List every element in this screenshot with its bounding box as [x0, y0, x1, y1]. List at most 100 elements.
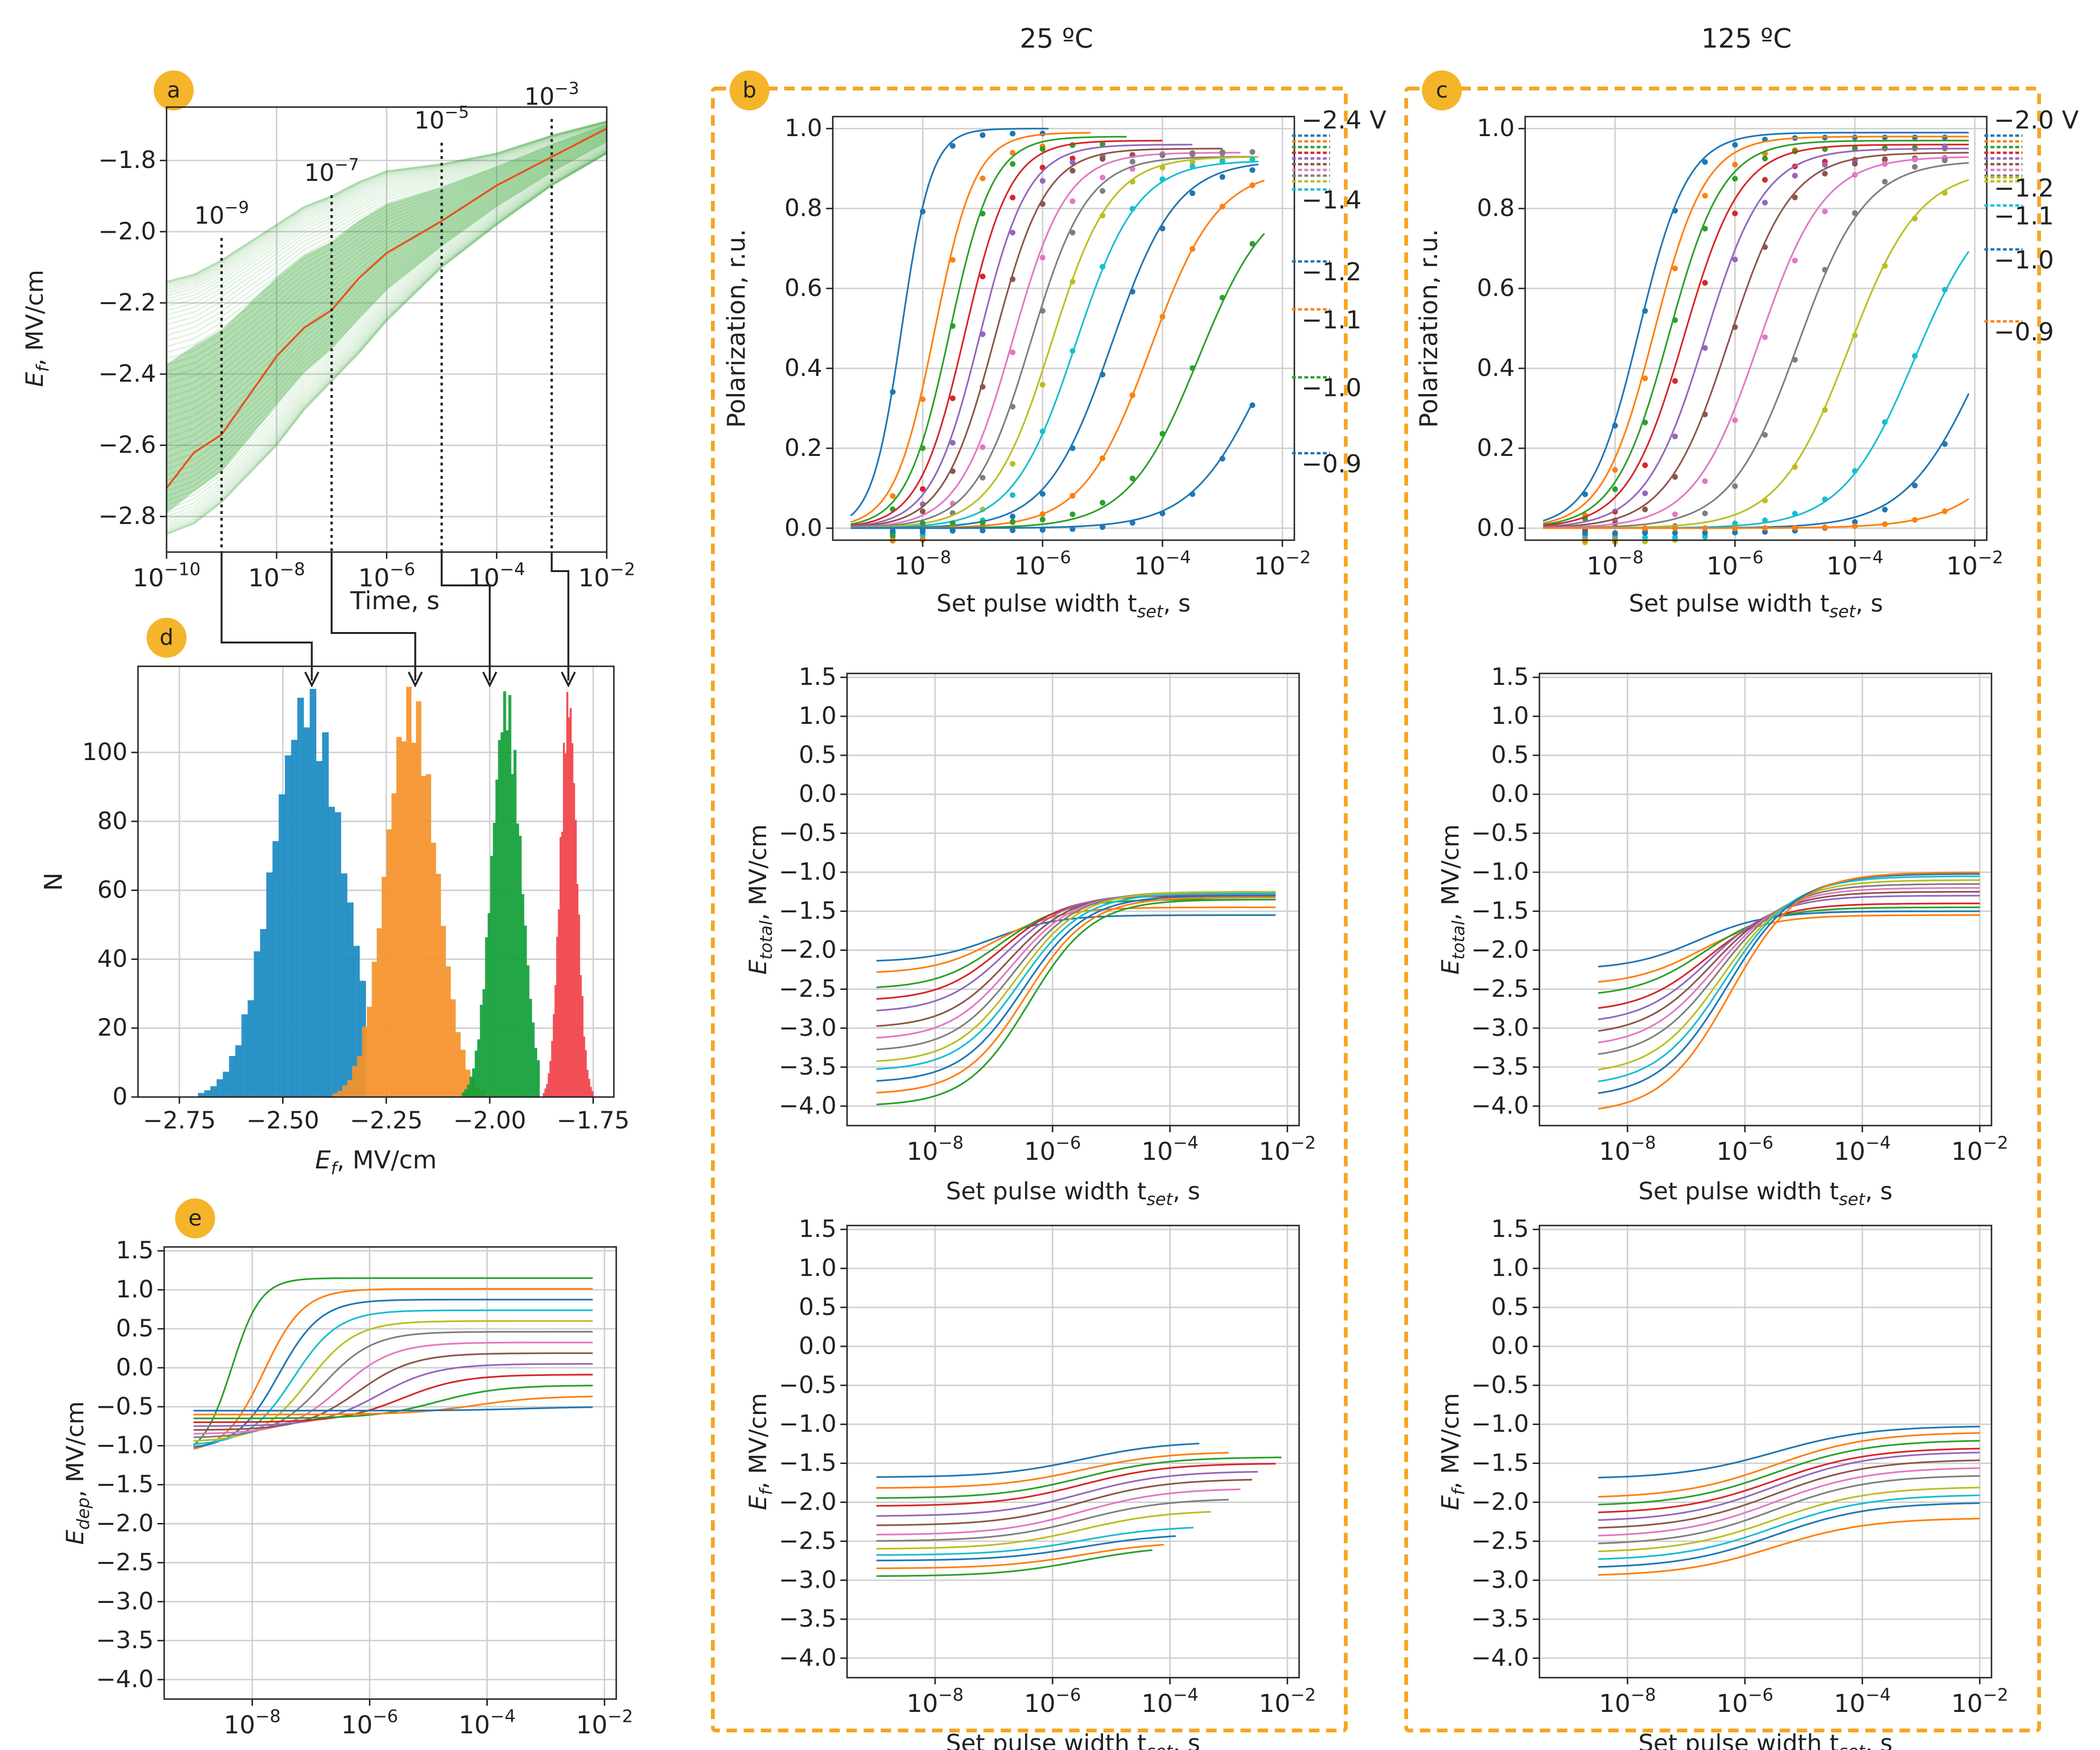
histogram-bar: [223, 1071, 230, 1097]
histogram-bar: [477, 1039, 481, 1097]
data-point: [1219, 295, 1225, 301]
fit-curve: [850, 128, 1049, 516]
data-point: [1732, 529, 1738, 535]
series-line: [876, 1452, 1229, 1489]
data-point: [1069, 511, 1075, 517]
histogram-bar: [584, 1050, 587, 1097]
data-point: [1672, 434, 1678, 440]
y-tick-label: −3.5: [1471, 1605, 1529, 1632]
histogram-bar: [425, 774, 432, 1097]
data-point: [979, 444, 986, 450]
axes-frame: [1524, 116, 1988, 541]
data-point: [1219, 174, 1225, 180]
histogram-bar: [315, 761, 323, 1097]
fit-curve: [1543, 148, 1969, 528]
data-point: [1189, 163, 1195, 169]
data-point: [1099, 212, 1105, 218]
y-tick-label: 1.0: [799, 702, 837, 730]
data-point: [1009, 161, 1015, 167]
histogram-bar: [505, 730, 509, 1097]
y-tick-label: −1.0: [1471, 1410, 1529, 1438]
data-point: [979, 520, 986, 526]
axes-frame: [137, 665, 615, 1098]
series-line: [193, 1384, 593, 1420]
data-point: [1672, 534, 1678, 540]
data-point: [1219, 204, 1225, 210]
data-point: [1882, 419, 1888, 425]
data-point: [1942, 508, 1948, 514]
data-point: [1822, 267, 1828, 273]
data-point: [1249, 167, 1255, 173]
data-point: [1069, 159, 1075, 166]
y-tick-label: −2.5: [96, 1548, 154, 1576]
histogram-bar: [421, 776, 426, 1097]
badge-d: d: [147, 618, 187, 658]
data-point: [1912, 145, 1918, 151]
y-tick-label: 1.5: [799, 663, 837, 691]
data-point: [1129, 392, 1135, 398]
y-axis-label: Ef, MV/cm: [744, 1393, 776, 1510]
histogram-bar: [322, 732, 329, 1097]
fit-curve: [1543, 498, 1970, 529]
data-point: [1009, 404, 1015, 410]
series-line: [876, 892, 1276, 1070]
histogram-bar: [328, 807, 335, 1097]
series-line: [1598, 1432, 1980, 1498]
series-line: [1598, 1447, 1980, 1513]
series-line: [1598, 1467, 1980, 1537]
data-point: [949, 143, 956, 149]
data-point: [919, 527, 926, 534]
y-tick-label: −0.5: [1471, 819, 1529, 847]
y-axis-label: Ef, MV/cm: [21, 270, 53, 387]
data-point: [1732, 324, 1738, 330]
x-axis-label: Set pulse width tset, s: [946, 1730, 1200, 1750]
series-line: [1598, 902, 1980, 1009]
y-tick-label: 0.5: [1491, 741, 1529, 769]
data-point: [979, 384, 986, 390]
y-axis-label: Polarization, r.u.: [1415, 229, 1443, 428]
series-line: [876, 896, 1276, 1094]
chart-b-polarization: 0.0 0.2 0.4 0.6 0.8 1.0 10−8 10−6 10−4 10−2 Set pu…: [722, 106, 1387, 622]
y-tick-label: −3.0: [779, 1014, 837, 1041]
series-line: [1598, 1440, 1980, 1506]
y-tick-label: 60: [97, 876, 128, 904]
y-tick-label: −3.0: [96, 1587, 154, 1615]
x-tick-label: 10−8: [907, 1685, 964, 1718]
x-tick-label: −2.50: [246, 1107, 319, 1134]
data-point: [1069, 493, 1075, 499]
badge-c: c: [1422, 70, 1462, 110]
histogram-bar: [278, 794, 286, 1097]
data-point: [1762, 244, 1768, 250]
y-tick-label: −4.0: [779, 1092, 837, 1119]
series-line: [1598, 1486, 1980, 1552]
data-point: [1009, 514, 1015, 520]
x-tick-label: 10−8: [224, 1706, 281, 1740]
histogram-bar: [566, 692, 569, 1097]
y-tick-label: 0.8: [1477, 194, 1515, 222]
time-marker-label: 10−3: [524, 79, 579, 111]
trajectory-line: [166, 149, 607, 514]
svg-text:a: a: [167, 77, 180, 103]
data-point: [1942, 158, 1948, 164]
data-point: [1249, 149, 1255, 155]
data-point: [1189, 159, 1195, 165]
x-tick-label: 10−2: [1951, 1133, 2008, 1166]
connector-arrowhead: [304, 672, 320, 688]
series-line: [876, 1443, 1200, 1478]
chart-e-depolarization-field: −4.0 −3.5 −3.0 −2.5 −2.0 −1.5 −1.0 −0.5 0.0 0.5 1.…: [61, 1236, 633, 1740]
series-line: [193, 1395, 593, 1415]
data-point: [1099, 174, 1105, 180]
data-point: [1672, 530, 1678, 536]
data-point: [1099, 188, 1105, 194]
data-point: [1852, 519, 1858, 525]
data-point: [1099, 264, 1105, 270]
svg-text:e: e: [188, 1205, 202, 1231]
y-tick-label: 0.5: [1491, 1293, 1529, 1321]
data-point: [1009, 195, 1015, 201]
data-point: [1129, 288, 1135, 295]
histogram-bar: [247, 1000, 255, 1097]
y-tick-label: 0.4: [1477, 354, 1515, 382]
histogram-bar: [493, 823, 496, 1097]
data-point: [1069, 348, 1075, 354]
data-point: [1129, 158, 1135, 165]
